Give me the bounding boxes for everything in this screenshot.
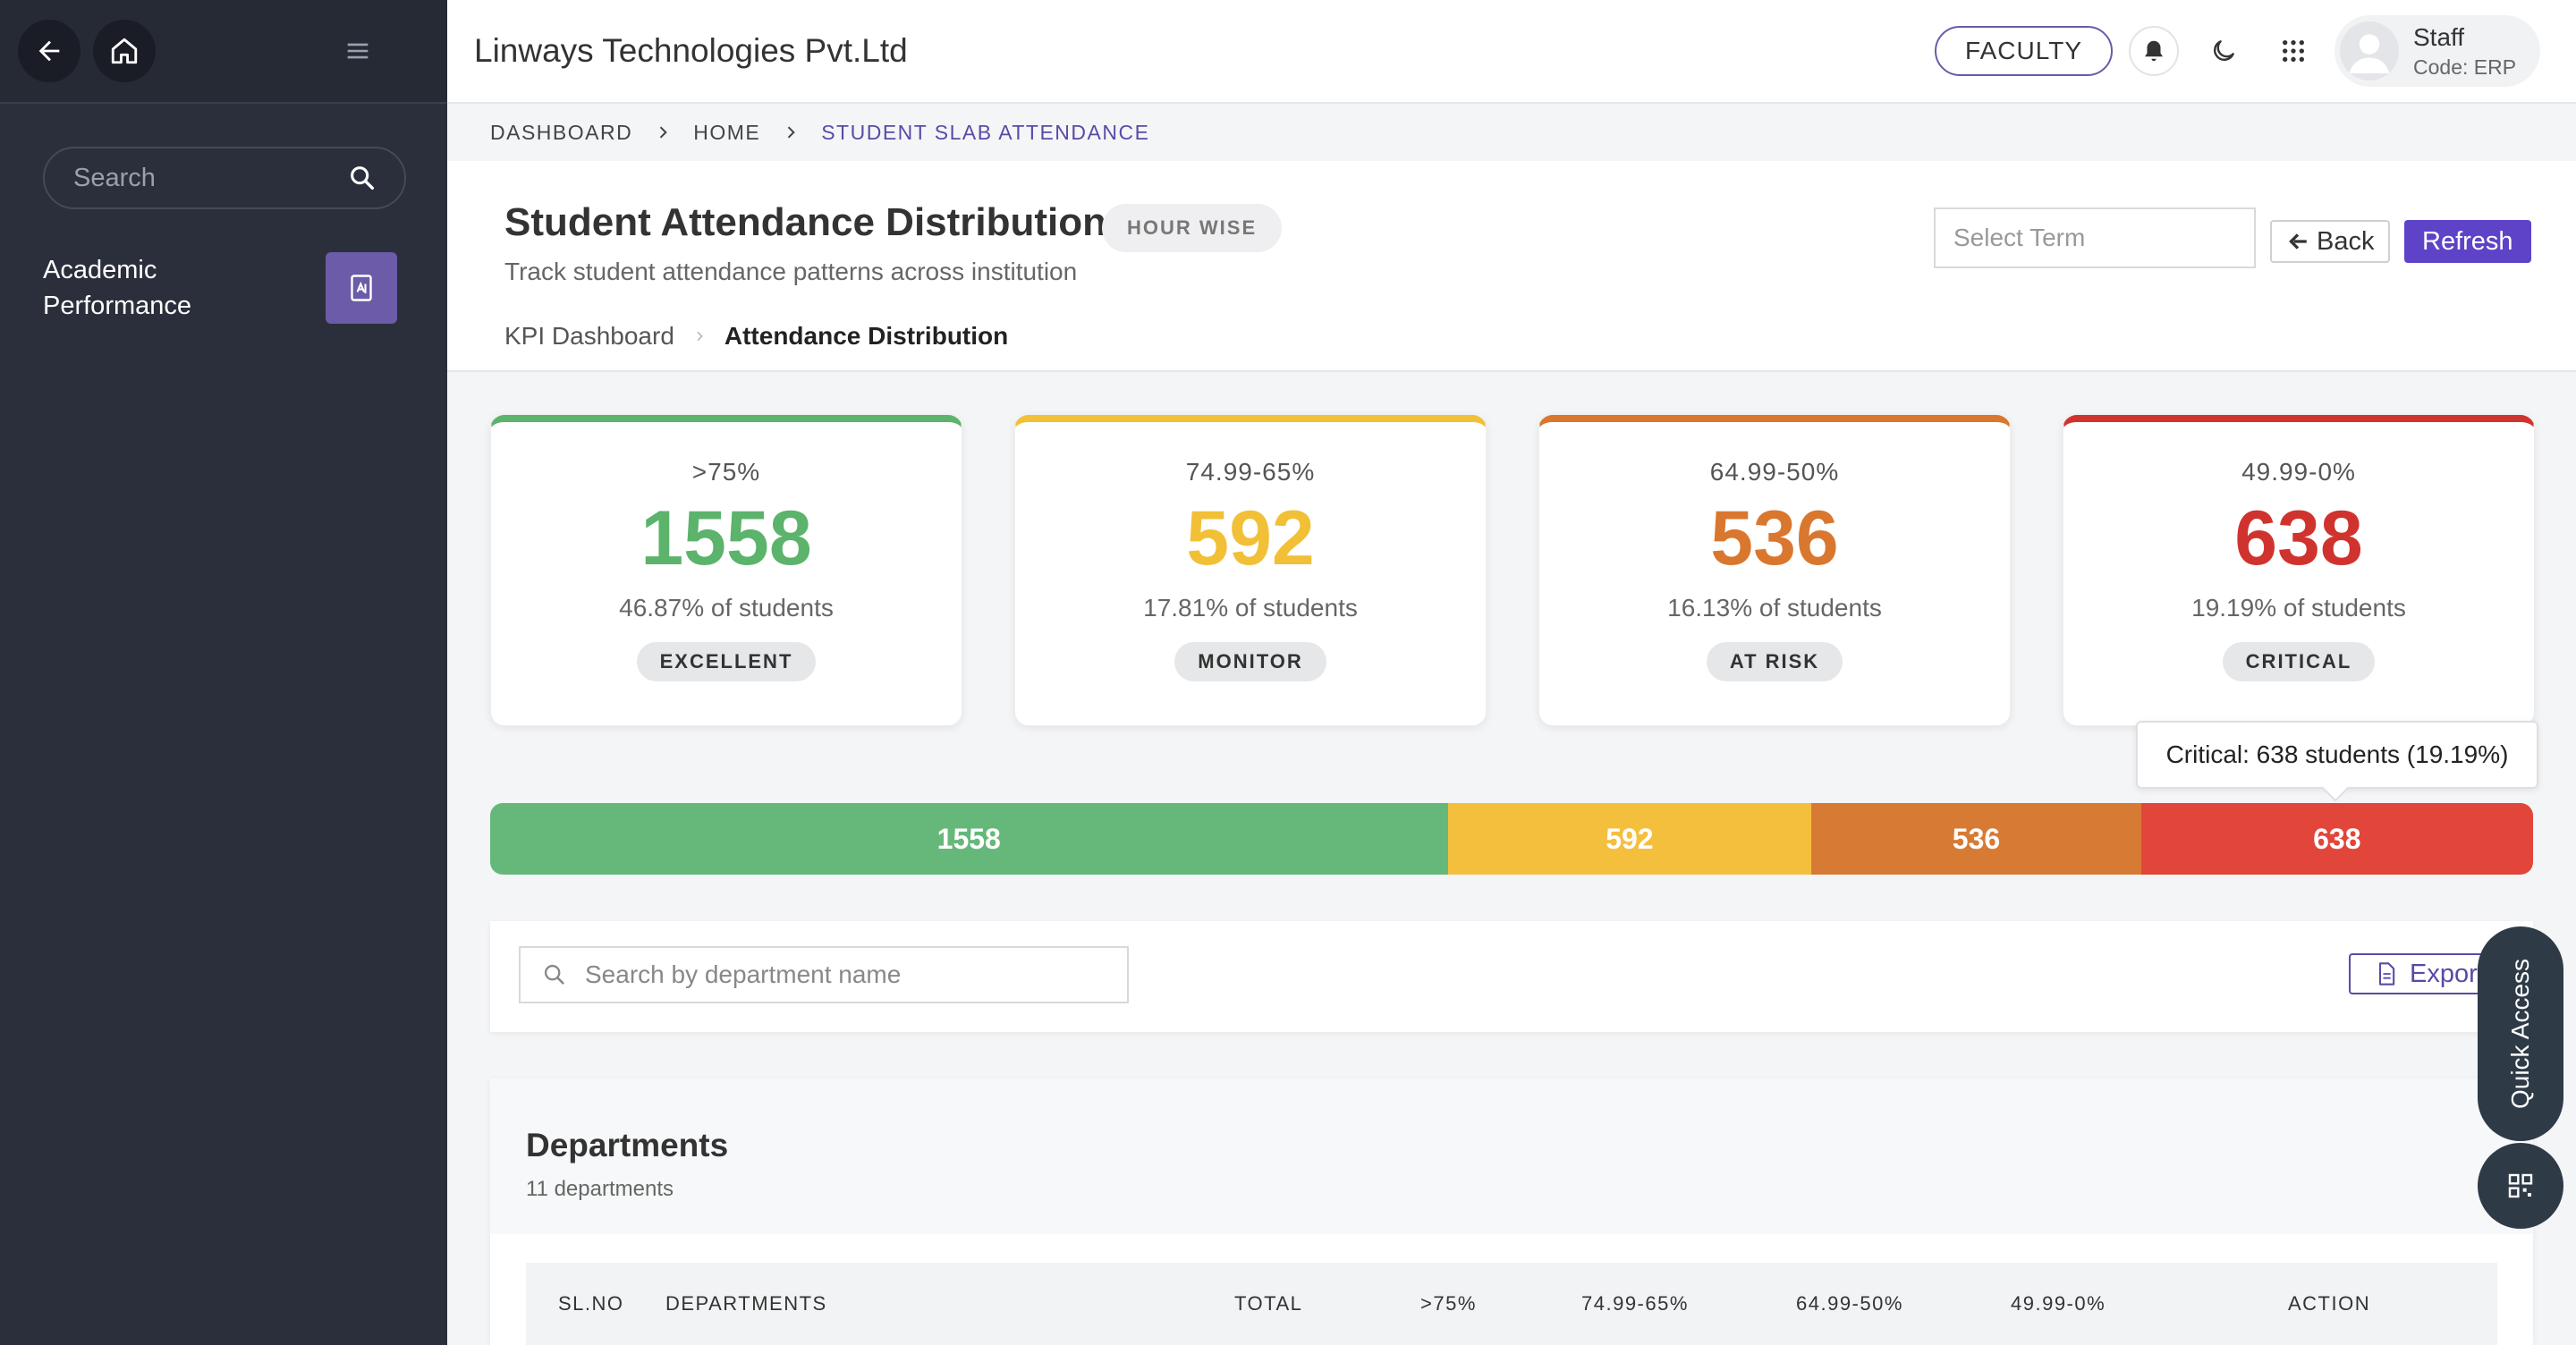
avatar xyxy=(2340,21,2399,80)
department-search-input[interactable]: Search by department name xyxy=(585,960,902,988)
chevron-right-icon xyxy=(692,329,707,343)
column-header-action: ACTION xyxy=(2288,1292,2371,1315)
card-percentage: 19.19% of students xyxy=(2191,594,2406,622)
distribution-segment-excellent[interactable]: 1558 xyxy=(490,803,1448,875)
quick-access-button[interactable]: Quick Access xyxy=(2478,926,2563,1141)
status-badge: EXCELLENT xyxy=(636,642,817,681)
apps-grid-button[interactable] xyxy=(2268,26,2318,76)
home-icon xyxy=(111,38,138,64)
card-percentage: 17.81% of students xyxy=(1143,594,1358,622)
column-header-departments: DEPARTMENTS xyxy=(665,1292,827,1315)
moon-icon xyxy=(2214,40,2234,61)
breadcrumb: DASHBOARD HOME STUDENT SLAB ATTENDANCE xyxy=(447,104,2576,161)
card-range: 64.99-50% xyxy=(1709,458,1840,486)
subnav-attendance-distribution: Attendance Distribution xyxy=(724,322,1009,350)
card-range: >75% xyxy=(691,458,761,486)
card-value: 638 xyxy=(2234,495,2363,581)
card-range: 49.99-0% xyxy=(2241,458,2356,486)
status-badge: MONITOR xyxy=(1174,642,1326,681)
kpi-card-monitor[interactable]: 74.99-65% 592 17.81% of students MONITOR xyxy=(1014,415,1487,726)
status-badge: CRITICAL xyxy=(2222,642,2376,681)
sidebar-search[interactable]: Search xyxy=(43,147,406,209)
sidebar-top-bar xyxy=(0,0,447,104)
page-subtitle: Track student attendance patterns across… xyxy=(504,258,1078,285)
sub-navigation: KPI Dashboard Attendance Distribution xyxy=(504,322,1008,351)
page-title: Student Attendance Distribution xyxy=(504,200,1107,244)
organization-name: Linways Technologies Pvt.Ltd xyxy=(474,32,908,69)
qr-code-icon xyxy=(2508,1173,2533,1198)
column-header-50-0: 49.99-0% xyxy=(2011,1292,2106,1315)
header-actions: FACULTY Staff Code: ERP xyxy=(1935,15,2576,87)
back-button-label: Back xyxy=(2317,226,2375,256)
sidebar: Search Academic Performance xyxy=(0,0,447,1345)
export-button-label: Export xyxy=(2410,959,2485,988)
department-search-field[interactable]: Search by department name xyxy=(519,946,1129,1003)
subnav-kpi-dashboard[interactable]: KPI Dashboard xyxy=(504,322,674,350)
refresh-button[interactable]: Refresh xyxy=(2404,220,2531,263)
column-header-above-75: >75% xyxy=(1420,1292,1477,1315)
report-icon xyxy=(326,252,397,324)
column-header-total: TOTAL xyxy=(1234,1292,1303,1315)
user-profile-chip[interactable]: Staff Code: ERP xyxy=(2334,15,2540,87)
card-range: 74.99-65% xyxy=(1185,458,1316,486)
card-value: 592 xyxy=(1186,495,1315,581)
notifications-button[interactable] xyxy=(2129,26,2179,76)
user-code: Code: ERP xyxy=(2413,55,2517,79)
card-percentage: 46.87% of students xyxy=(619,594,834,622)
page-header-panel: Student Attendance Distribution HOUR WIS… xyxy=(447,161,2576,372)
departments-count: 11 departments xyxy=(526,1177,674,1201)
attendance-distribution-bar: 1558 592 536 638 xyxy=(490,803,2533,875)
select-term-dropdown[interactable]: Select Term xyxy=(1934,207,2256,268)
dark-mode-toggle[interactable] xyxy=(2199,26,2249,76)
critical-segment-tooltip: Critical: 638 students (19.19%) xyxy=(2136,721,2538,789)
distribution-segment-critical[interactable]: 638 xyxy=(2140,803,2533,875)
status-badge: AT RISK xyxy=(1706,642,1843,681)
table-header-row: SL.NO DEPARTMENTS TOTAL >75% 74.99-65% 6… xyxy=(526,1263,2497,1345)
hamburger-menu-icon xyxy=(347,43,369,59)
document-icon xyxy=(2378,962,2395,985)
card-percentage: 16.13% of students xyxy=(1667,594,1882,622)
department-filter-panel: Search by department name Export xyxy=(490,921,2533,1032)
search-icon xyxy=(351,166,375,190)
arrow-left-icon xyxy=(38,40,60,62)
distribution-segment-monitor[interactable]: 592 xyxy=(1447,803,1812,875)
qr-code-button[interactable] xyxy=(2478,1143,2563,1229)
user-info: Staff Code: ERP xyxy=(2413,23,2516,80)
breadcrumb-dashboard[interactable]: DASHBOARD xyxy=(490,120,633,144)
departments-title: Departments xyxy=(526,1127,729,1163)
top-header: Linways Technologies Pvt.Ltd FACULTY Sta… xyxy=(447,0,2576,104)
column-header-slno: SL.NO xyxy=(558,1292,624,1315)
kpi-card-at-risk[interactable]: 64.99-50% 536 16.13% of students AT RISK xyxy=(1538,415,2011,726)
back-arrow-button[interactable] xyxy=(18,20,80,82)
arrow-left-icon xyxy=(2289,233,2307,250)
back-button[interactable]: Back xyxy=(2270,220,2391,263)
card-value: 536 xyxy=(1710,495,1839,581)
column-header-65-50: 64.99-50% xyxy=(1796,1292,1903,1315)
distribution-segment-at-risk[interactable]: 536 xyxy=(1811,803,2141,875)
hour-wise-badge: HOUR WISE xyxy=(1102,204,1283,252)
departments-table: SL.NO DEPARTMENTS TOTAL >75% 74.99-65% 6… xyxy=(490,1234,2533,1345)
user-avatar-icon xyxy=(2349,34,2390,73)
sidebar-search-input[interactable]: Search xyxy=(73,163,156,192)
bell-icon xyxy=(2145,40,2163,62)
menu-toggle-button[interactable] xyxy=(340,33,376,69)
card-value: 1558 xyxy=(640,495,812,581)
apps-grid-icon xyxy=(2283,40,2304,62)
kpi-card-excellent[interactable]: >75% 1558 46.87% of students EXCELLENT xyxy=(490,415,962,726)
sidebar-item-label: Academic Performance xyxy=(43,256,192,320)
column-header-75-65: 74.99-65% xyxy=(1581,1292,1689,1315)
home-button[interactable] xyxy=(93,20,156,82)
departments-panel: Departments 11 departments SL.NO DEPARTM… xyxy=(490,1079,2533,1345)
user-name: Staff xyxy=(2413,22,2465,51)
breadcrumb-home[interactable]: HOME xyxy=(693,120,761,144)
chevron-right-icon xyxy=(654,123,672,141)
chevron-right-icon xyxy=(782,123,800,141)
quick-access-label: Quick Access xyxy=(2506,958,2534,1110)
breadcrumb-current: STUDENT SLAB ATTENDANCE xyxy=(821,120,1150,144)
sidebar-item-academic-performance[interactable]: Academic Performance xyxy=(43,252,397,324)
search-icon xyxy=(544,964,564,985)
faculty-role-button[interactable]: FACULTY xyxy=(1935,26,2113,76)
kpi-card-critical[interactable]: 49.99-0% 638 19.19% of students CRITICAL xyxy=(2063,415,2535,726)
